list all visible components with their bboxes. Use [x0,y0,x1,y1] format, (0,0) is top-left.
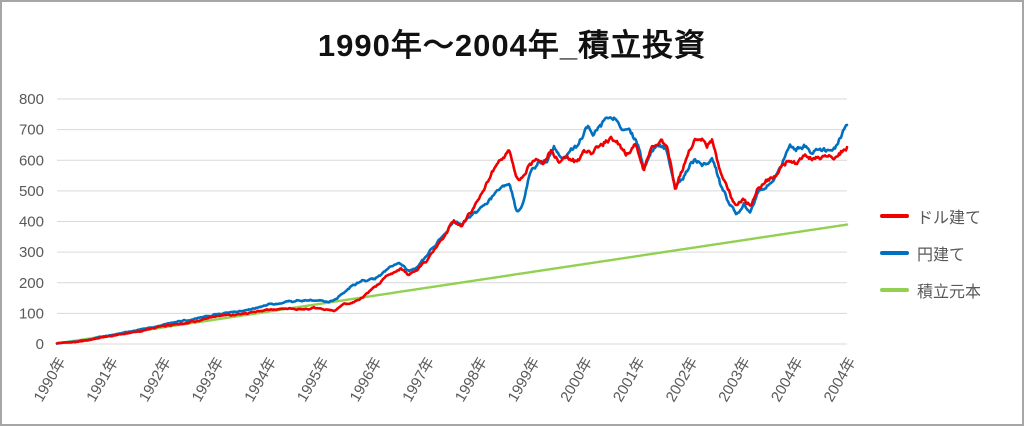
x-axis-label: 2002年 [663,355,702,405]
legend-swatch-jpy [880,251,909,255]
x-axis-label: 1993年 [189,355,228,405]
legend-label-usd: ドル建て [917,210,982,227]
series-line-jpy [55,116,849,345]
x-axis-label: 1990年 [31,355,70,405]
legend-item-principal: 積立元本 [880,278,1022,302]
legend-swatch-principal [880,288,909,292]
y-axis-label: 700 [19,122,44,139]
y-axis-label: 800 [19,91,44,108]
x-axis-label: 2001年 [610,355,649,405]
legend-label-principal: 積立元本 [917,284,982,301]
x-axis-label: 1997年 [399,355,438,405]
x-axis-label: 1999年 [505,355,544,405]
x-axis-label: 1996年 [347,355,386,405]
chart-title: 1990年～2004年_積立投資 [317,28,707,63]
legend-label-jpy: 円建て [917,247,966,264]
y-axis-label: 300 [19,244,44,261]
x-axis-label: 2004年 [821,355,860,405]
y-axis-label: 600 [19,152,44,169]
y-axis-label: 0 [36,336,44,353]
legend-swatch-usd [880,214,909,218]
legend: ドル建て円建て積立元本 [880,204,1022,315]
y-axis-label: 400 [19,214,44,231]
series-line-usd [55,135,849,345]
x-axis-label: 2000年 [557,355,596,405]
x-axis-label: 1992年 [136,355,175,405]
y-axis-label: 200 [19,275,44,292]
x-axis-label: 1995年 [294,355,333,405]
x-axis-label: 1998年 [452,355,491,405]
x-axis-label: 2004年 [768,355,807,405]
y-axis-label: 500 [19,183,44,200]
legend-item-usd: ドル建て [880,204,1022,228]
legend-item-jpy: 円建て [880,241,1022,265]
x-axis-label: 2003年 [715,355,754,405]
x-axis-label: 1991年 [83,355,122,405]
y-axis-label: 100 [19,305,44,322]
x-axis-label: 1994年 [241,355,280,405]
